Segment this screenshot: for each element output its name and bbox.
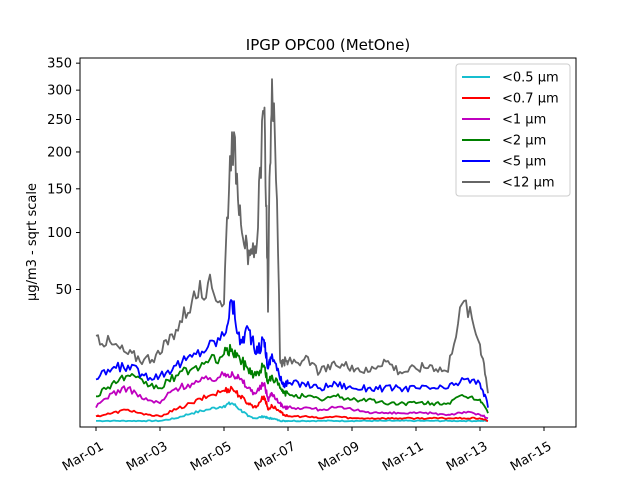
plot-frame [79, 57, 577, 428]
legend-label: <1 µm [502, 113, 546, 128]
legend-label: <0.5 µm [502, 71, 559, 86]
legend-label: <0.7 µm [502, 92, 559, 107]
series-line [95, 78, 489, 394]
y-tick-label: 300 [47, 84, 72, 99]
legend-label: <12 µm [502, 176, 555, 191]
y-tick-label: 100 [47, 226, 72, 241]
y-tick-label: 250 [47, 113, 72, 128]
series-line [95, 343, 489, 414]
series-line [95, 371, 489, 420]
y-axis: 50 100 150 200 250 300 350 [47, 57, 80, 298]
y-axis-label: µg/m3 - sqrt scale [25, 183, 40, 301]
legend: <0.5 µm <0.7 µm <1 µm <2 µm <5 µm <12 µm [455, 63, 571, 197]
legend-label: <5 µm [502, 155, 546, 170]
chart-title: IPGP OPC00 (MetOne) [246, 36, 410, 54]
y-tick-label: 150 [47, 182, 72, 197]
series-line [95, 299, 489, 408]
y-tick-label: 350 [47, 57, 72, 72]
series-layer [95, 78, 489, 423]
y-tick-label: 50 [55, 283, 72, 298]
series-line [96, 401, 489, 423]
series-line [95, 385, 488, 422]
y-tick-label: 200 [47, 145, 72, 160]
legend-label: <2 µm [502, 134, 546, 149]
